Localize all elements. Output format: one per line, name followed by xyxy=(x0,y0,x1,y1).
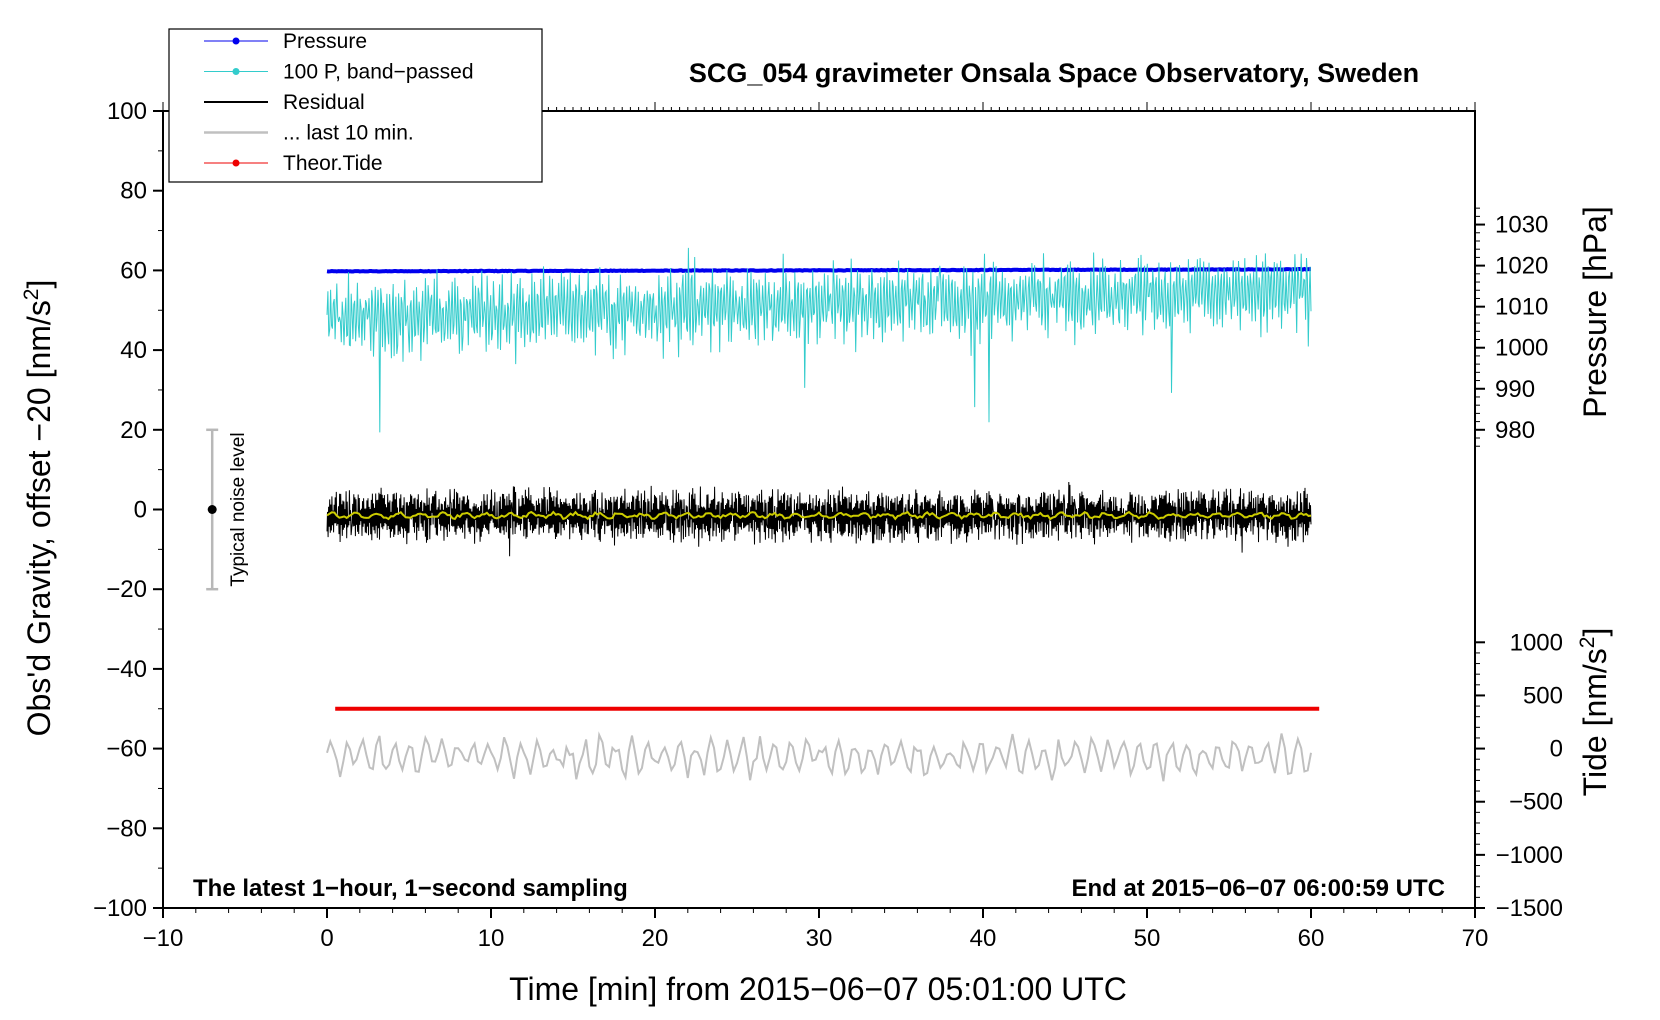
tide-axis-title-exp: 2 xyxy=(1576,637,1599,649)
x-tick-label: 20 xyxy=(642,925,669,952)
y-tick-label: 80 xyxy=(120,178,147,205)
chart-title: SCG_054 gravimeter Onsala Space Observat… xyxy=(689,58,1419,88)
x-tick-label: −10 xyxy=(143,925,184,952)
y-tick-label: 20 xyxy=(120,417,147,444)
y-tick-label: 100 xyxy=(107,98,147,125)
legend-swatch-marker xyxy=(232,37,240,45)
legend-label: ... last 10 min. xyxy=(283,122,414,145)
tide-tick-label: 0 xyxy=(1550,736,1563,763)
y-axis-title: Obs'd Gravity, offset −20 [nm/s2] xyxy=(20,280,57,737)
pressure-tick-label: 1020 xyxy=(1495,253,1548,280)
y-tick-label: 0 xyxy=(134,497,147,524)
noise-center-point xyxy=(207,505,217,514)
series-residual xyxy=(326,481,1312,557)
x-tick-label: 0 xyxy=(320,925,333,952)
tide-tick-label: −500 xyxy=(1509,789,1563,816)
y-tick-label: −60 xyxy=(106,736,147,763)
series-layer xyxy=(326,247,1320,782)
axes: −10 0 10 20 30 40 50 60 70−100−80−60−40−20020406… xyxy=(93,98,1563,952)
x-tick-label: 60 xyxy=(1298,925,1325,952)
legend-label: 100 P, band−passed xyxy=(283,61,474,84)
tide-tick-label: −1500 xyxy=(1496,895,1563,922)
legend-swatch-marker xyxy=(232,68,240,75)
pressure-axis-title: Pressure [hPa] xyxy=(1577,206,1613,418)
annotation-bottom-left: The latest 1−hour, 1−second sampling xyxy=(193,875,628,902)
y-tick-label: −20 xyxy=(106,576,147,603)
y-tick-label: 40 xyxy=(120,337,147,364)
legend-label: Residual xyxy=(283,91,365,114)
pressure-tick-label: 1010 xyxy=(1495,294,1548,321)
series-pressure-bandpassed xyxy=(326,247,1312,433)
legend: Pressure 100 P, band−passed Residual ... la… xyxy=(168,28,543,183)
tide-tick-label: −1000 xyxy=(1496,842,1563,869)
pressure-tick-label: 1000 xyxy=(1495,335,1548,362)
legend-box xyxy=(168,28,543,183)
y-tick-label: −80 xyxy=(106,815,147,842)
legend-label: Pressure xyxy=(283,30,367,53)
pressure-tick-label: 990 xyxy=(1495,376,1535,403)
legend-label: Theor.Tide xyxy=(283,152,383,175)
tide-axis-title-tail: ] xyxy=(1577,628,1613,637)
annotation-bottom-right: End at 2015−06−07 06:00:59 UTC xyxy=(1071,875,1445,902)
x-tick-label: 50 xyxy=(1134,925,1161,952)
y-tick-label: −40 xyxy=(106,656,147,683)
x-tick-label: 70 xyxy=(1462,925,1489,952)
series-pressure xyxy=(326,266,1311,274)
y-axis-title-tail: ] xyxy=(21,280,57,289)
x-tick-label: 10 xyxy=(478,925,505,952)
noise-level-indicator: Typical noise level xyxy=(206,428,249,591)
tide-tick-label: 1000 xyxy=(1510,629,1563,656)
x-tick-label: 30 xyxy=(806,925,833,952)
y-tick-label: −100 xyxy=(93,895,147,922)
y-axis-title-exp: 2 xyxy=(20,288,43,300)
tide-axis-title-text: Tide [nm/s xyxy=(1577,648,1613,796)
pressure-tick-label: 1030 xyxy=(1495,212,1548,239)
legend-swatch-marker xyxy=(232,159,240,167)
series-residual-smoothed xyxy=(326,510,1312,521)
series-last-10-min xyxy=(326,731,1312,782)
tide-tick-label: 500 xyxy=(1523,682,1563,709)
noise-label: Typical noise level xyxy=(228,432,249,586)
x-axis-title: Time [min] from 2015−06−07 05:01:00 UTC xyxy=(509,971,1127,1007)
x-tick-label: 40 xyxy=(970,925,997,952)
y-tick-label: 60 xyxy=(120,257,147,284)
tide-axis-title: Tide [nm/s2] xyxy=(1576,628,1613,797)
pressure-tick-label: 980 xyxy=(1495,417,1535,444)
y-axis-title-text: Obs'd Gravity, offset −20 [nm/s xyxy=(21,300,57,736)
